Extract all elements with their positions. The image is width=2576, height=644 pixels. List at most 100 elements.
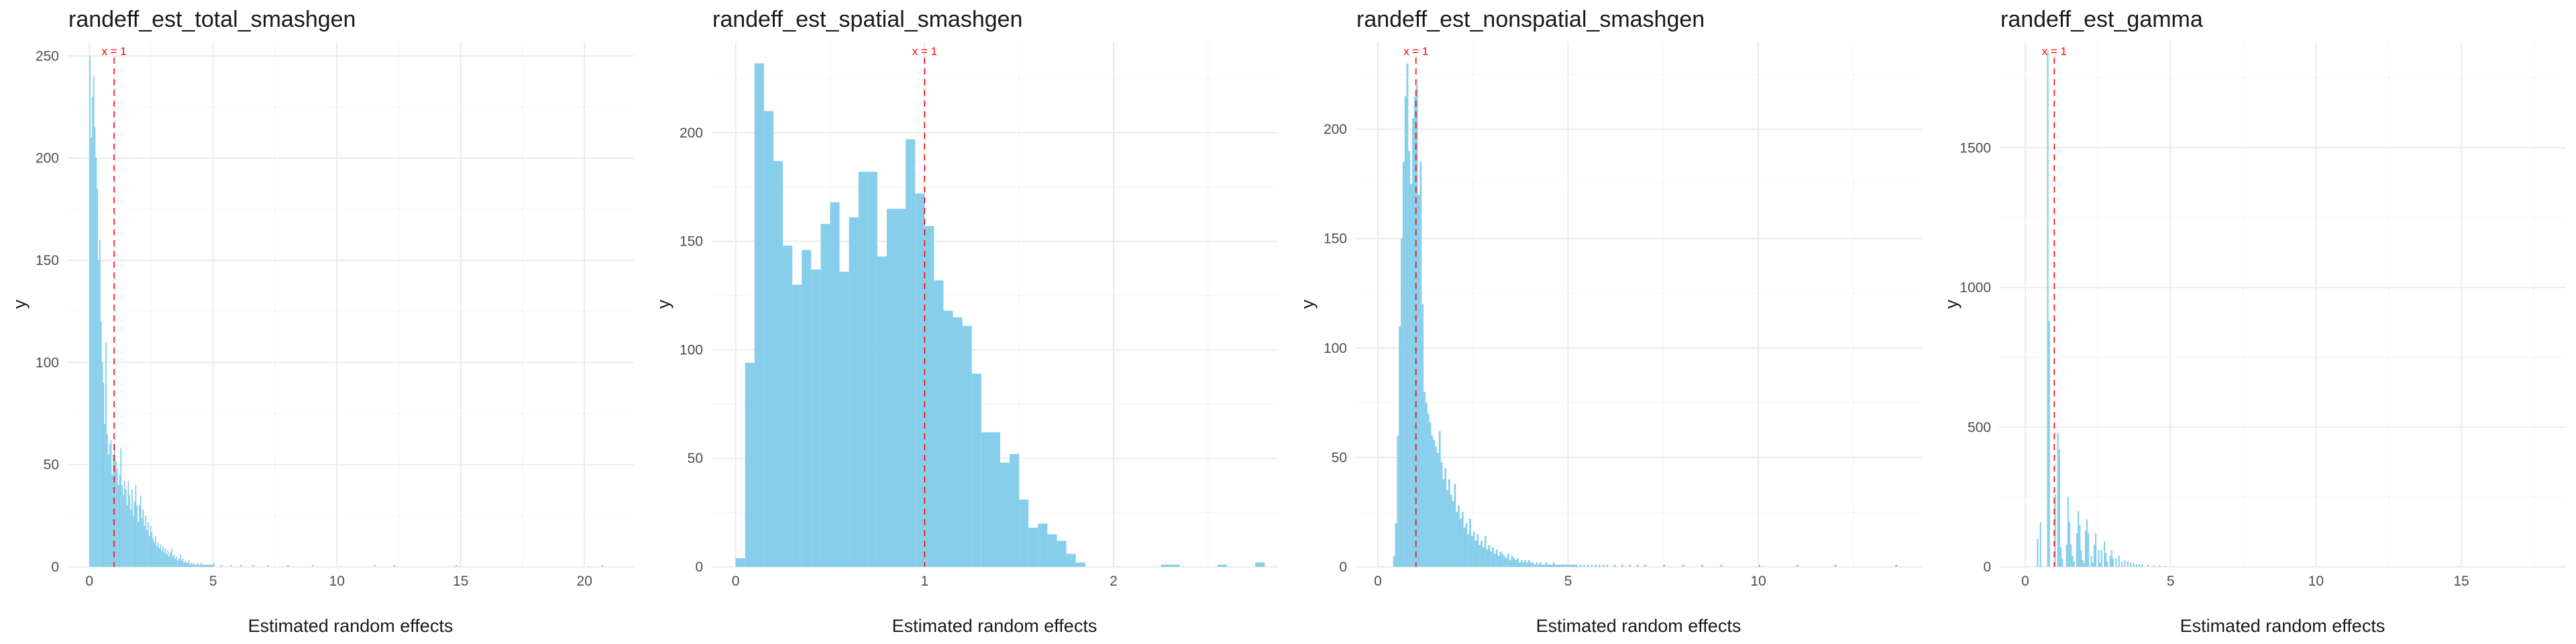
histogram-bar [981, 432, 991, 567]
y-axis-label: y [653, 299, 674, 309]
histogram-bar [98, 260, 99, 567]
histogram-bar [1497, 555, 1500, 567]
histogram-bar [240, 564, 242, 567]
histogram-bar [602, 564, 603, 567]
histogram-bar [2047, 50, 2049, 567]
histogram-bar [202, 564, 203, 567]
histogram-bar [105, 341, 107, 567]
x-tick-label: 2 [1110, 574, 1118, 589]
histogram-bar [1477, 534, 1479, 567]
histogram-bar [195, 564, 197, 567]
histogram-bar [1551, 564, 1553, 567]
histogram-bar [1513, 557, 1515, 567]
histogram-bar [1446, 490, 1448, 567]
histogram-bar [754, 63, 764, 568]
histogram-bar [127, 481, 129, 567]
histogram-bar [2130, 562, 2132, 567]
histogram-bar [1410, 184, 1413, 567]
histogram-bar [138, 521, 140, 567]
histogram-bar [1505, 557, 1507, 567]
histogram-bar [136, 505, 138, 567]
chart-panel-nonspatial: 0 5 10 0 50 100 150 200 x = 1 randeff_est_nonspat… [1288, 0, 1932, 644]
histogram-bar [140, 495, 142, 567]
histogram-bar [1454, 484, 1456, 567]
x-tick-label: 10 [1750, 574, 1766, 589]
y-tick-label: 0 [695, 559, 703, 575]
chart-title: randeff_est_nonspatial_smashgen [1356, 7, 1705, 32]
histogram-bar [2057, 433, 2059, 567]
histogram-bar [252, 564, 254, 567]
histogram-bar [95, 158, 97, 567]
histogram-bar [193, 562, 195, 567]
histogram-bar [144, 526, 146, 567]
histogram-bar [100, 321, 102, 567]
histogram-bar [1895, 564, 1898, 567]
y-tick-label: 100 [1324, 341, 1347, 356]
histogram-bar [166, 554, 168, 567]
histogram-bar [2095, 533, 2097, 567]
histogram-bar [186, 562, 187, 567]
histogram-bar [2106, 561, 2108, 567]
histogram-bar [906, 139, 916, 567]
chart-panel-gamma: 0 5 10 15 0 500 1000 1500 x = 1 randeff_est_gamma… [1932, 0, 2576, 644]
histogram-bar [146, 530, 148, 567]
x-tick-label: 0 [85, 574, 93, 589]
histogram-bar [1393, 555, 1395, 567]
histogram-bar [849, 217, 859, 568]
x-tick-label: 10 [329, 574, 345, 589]
histogram-bar [189, 564, 191, 567]
histogram-bar [1682, 564, 1684, 567]
histogram-bar [1522, 562, 1525, 567]
histogram-bar [2070, 544, 2072, 567]
x-tick-label: 15 [2453, 574, 2469, 589]
histogram-bar [1440, 462, 1443, 567]
histogram-bar [154, 536, 156, 567]
histogram-bar [1587, 564, 1589, 567]
histogram-bar [267, 564, 269, 567]
histogram-bar [139, 505, 140, 567]
histogram-bar [2084, 530, 2086, 567]
reference-line-label: x = 1 [1403, 45, 1428, 58]
histogram-bar [312, 564, 314, 567]
histogram-bar [1534, 564, 1536, 567]
histogram-bar [163, 552, 165, 567]
histogram-bar [1467, 534, 1470, 567]
y-tick-label: 0 [51, 559, 59, 575]
histogram-bar [2105, 553, 2107, 567]
histogram-bar [172, 556, 174, 567]
histogram-bar [1552, 562, 1555, 567]
histogram-bar [131, 489, 133, 567]
histogram-bar [192, 564, 194, 567]
histogram-bar [1532, 562, 1534, 567]
histogram-bar [2037, 539, 2039, 567]
histogram-bar [1417, 195, 1420, 567]
histogram-bar [2104, 541, 2106, 567]
histogram-bar [990, 432, 1000, 567]
histogram-bar [1481, 540, 1483, 567]
y-tick-label: 200 [1324, 122, 1347, 138]
histogram-bar [107, 454, 109, 567]
histogram-bar [1442, 479, 1445, 567]
histogram-bar [1562, 564, 1564, 567]
histogram-bar [208, 564, 210, 567]
histogram-bar [735, 558, 745, 567]
histogram-bar [2048, 321, 2050, 567]
histogram-bar [1545, 562, 1548, 567]
histogram-bar [207, 564, 209, 567]
histogram-bar [2086, 519, 2088, 567]
x-tick-label: 0 [732, 574, 740, 589]
histogram-bar [2060, 547, 2062, 567]
histogram-bar [168, 556, 170, 567]
histogram-bar [133, 501, 136, 567]
histogram-bar [211, 564, 213, 567]
histogram-bar [1404, 96, 1407, 567]
y-tick-label: 500 [1968, 420, 1991, 435]
histogram-bar [156, 546, 158, 567]
histogram-bar [877, 256, 887, 567]
histogram-bar [1474, 540, 1477, 567]
x-tick-label: 5 [1564, 574, 1572, 589]
histogram-bar [858, 172, 868, 568]
histogram-bar [1075, 562, 1085, 567]
histogram-bar [2065, 544, 2068, 567]
